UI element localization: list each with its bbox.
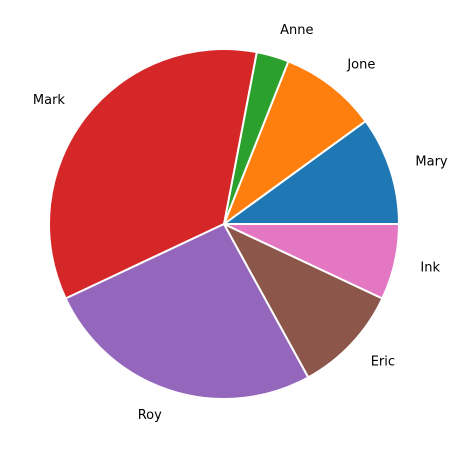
pie-label-mark: Mark <box>33 93 66 108</box>
pie-label-eric: Eric <box>371 354 395 369</box>
pie-label-mary: Mary <box>415 154 448 169</box>
pie-labels: Mary Jone Anne Mark Roy Eric Ink <box>33 23 448 423</box>
pie-label-anne: Anne <box>280 23 313 38</box>
pie-slice-mary <box>223 120 400 225</box>
pie-label-jone: Jone <box>346 57 375 72</box>
pie-label-ink: Ink <box>420 260 440 275</box>
pie-slice-jone <box>223 60 367 225</box>
pie-slices <box>48 48 400 400</box>
pie-slice-mark <box>48 48 258 300</box>
pie-slice-eric <box>223 223 384 379</box>
pie-label-roy: Roy <box>138 408 162 423</box>
pie-slice-ink <box>223 223 400 300</box>
